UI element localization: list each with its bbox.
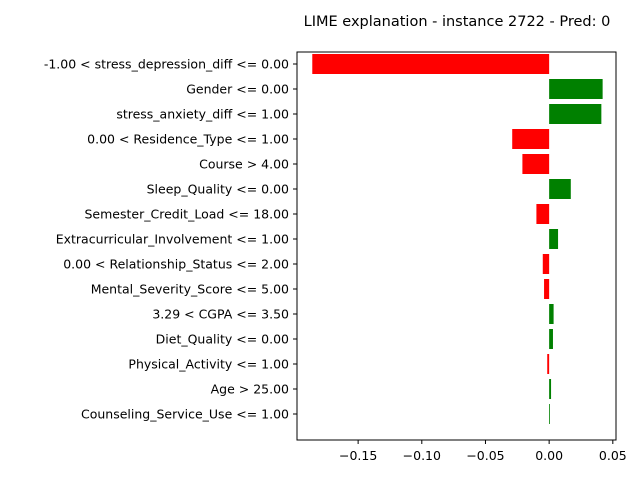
y-tick-label: Age > 25.00 — [211, 382, 289, 397]
x-tick-label: 0.00 — [535, 448, 563, 463]
bar-11 — [549, 329, 553, 349]
y-tick-label: -1.00 < stress_depression_diff <= 0.00 — [44, 57, 289, 72]
bar-0 — [312, 54, 550, 74]
y-tick-label: Gender <= 0.00 — [186, 82, 289, 97]
bars-group — [312, 54, 603, 424]
y-tick-label: Course > 4.00 — [199, 157, 289, 172]
y-tick-label: stress_anxiety_diff <= 1.00 — [116, 107, 289, 122]
y-tick-label: Counseling_Service_Use <= 1.00 — [81, 407, 289, 422]
y-tick-label: Mental_Severity_Score <= 5.00 — [91, 282, 289, 297]
x-axis-ticks: −0.15 −0.10 −0.05 0.00 0.05 — [339, 440, 627, 463]
y-tick-label: Physical_Activity <= 1.00 — [128, 357, 289, 372]
bar-8 — [542, 254, 550, 274]
x-tick-label: −0.05 — [466, 448, 504, 463]
y-tick-label: Sleep_Quality <= 0.00 — [147, 182, 289, 197]
bar-1 — [549, 79, 603, 99]
y-tick-label: 3.29 < CGPA <= 3.50 — [152, 307, 289, 322]
bar-9 — [544, 279, 550, 299]
y-tick-label: Diet_Quality <= 0.00 — [156, 332, 289, 347]
y-tick-label: 0.00 < Relationship_Status <= 2.00 — [63, 257, 289, 272]
bar-3 — [512, 129, 550, 149]
bar-12 — [547, 354, 550, 374]
x-tick-label: 0.05 — [599, 448, 627, 463]
x-tick-label: −0.10 — [403, 448, 441, 463]
bar-14 — [549, 404, 550, 424]
bar-7 — [549, 229, 559, 249]
y-tick-labels: -1.00 < stress_depression_diff <= 0.00 Ge… — [44, 57, 297, 422]
bar-13 — [549, 379, 552, 399]
plot-frame — [296, 51, 617, 441]
bar-6 — [536, 204, 550, 224]
bar-10 — [549, 304, 554, 324]
y-tick-label: Semester_Credit_Load <= 18.00 — [85, 207, 290, 222]
y-tick-label: Extracurricular_Involvement <= 1.00 — [56, 232, 289, 247]
bar-5 — [549, 179, 571, 199]
y-tick-label: 0.00 < Residence_Type <= 1.00 — [87, 132, 289, 147]
bar-4 — [522, 154, 550, 174]
bar-2 — [549, 104, 602, 124]
x-tick-label: −0.15 — [339, 448, 377, 463]
chart-title: LIME explanation - instance 2722 - Pred:… — [304, 14, 611, 30]
